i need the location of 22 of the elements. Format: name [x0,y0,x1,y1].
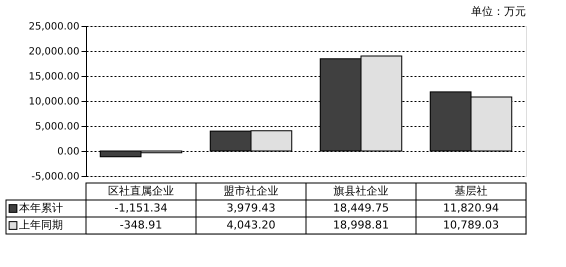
y-tick-label: 20,000.00 [28,46,80,58]
data-label: 10,789.03 [443,218,499,232]
x-tick-label: 基层社 [454,184,488,198]
legend-label: 本年累计 [19,202,63,214]
y-tick-label: 25,000.00 [28,22,80,32]
x-tick-label: 旗县社企业 [334,184,388,198]
data-label: -1,151.34 [114,202,168,214]
data-label: 11,820.94 [443,202,499,214]
data-label: 18,998.81 [333,218,389,232]
legend-label: 上年同期 [19,218,63,232]
text: 单位：万元 [471,5,526,18]
data-label: 18,449.75 [333,202,389,214]
y-tick-label: -5,000.00 [31,172,80,182]
data-label: -348.91 [120,218,162,232]
x-tick-label: 区社直属企业 [108,184,174,198]
y-tick-label: 5,000.00 [34,122,80,132]
y-tick-label: 15,000.00 [28,72,80,82]
x-tick-label: 盟市社企业 [224,184,278,198]
y-tick-label: 0.00 [57,146,80,158]
y-tick-label: 10,000.00 [28,96,80,108]
data-label: 4,043.20 [226,218,276,232]
data-label: 3,979.43 [226,202,276,214]
